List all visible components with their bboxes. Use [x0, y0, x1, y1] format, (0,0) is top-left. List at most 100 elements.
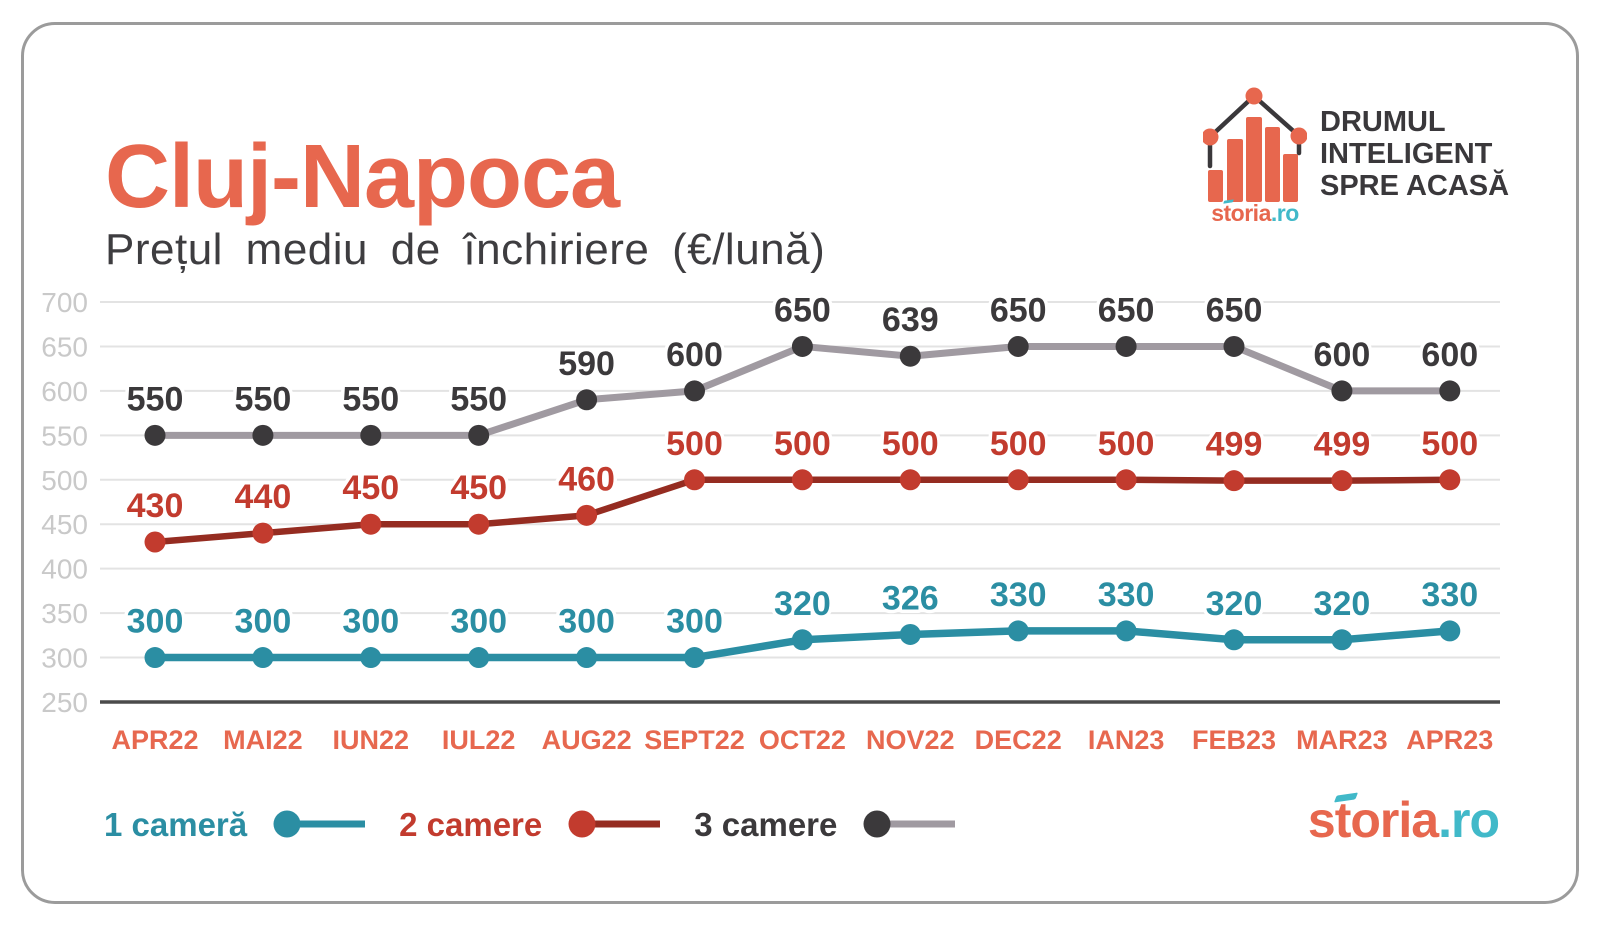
data-point	[1007, 335, 1029, 357]
data-point	[360, 424, 382, 446]
data-point	[791, 335, 813, 357]
y-axis-labels: 700 650 600 550 500 450 400 350 300 250	[41, 287, 88, 718]
data-label: 460	[558, 460, 615, 498]
y-tick-label: 550	[41, 420, 88, 451]
x-tick-label: APR23	[1406, 725, 1493, 755]
data-label: 550	[127, 380, 184, 418]
data-label: 639	[882, 301, 939, 339]
data-label: 330	[1098, 576, 1155, 614]
y-tick-label: 650	[41, 331, 88, 362]
data-point	[468, 513, 490, 535]
x-tick-label: DEC22	[975, 725, 1062, 755]
data-label: 600	[1421, 336, 1478, 374]
data-point	[899, 345, 921, 367]
x-tick-label: OCT22	[759, 725, 846, 755]
brand-tagline: DRUMUL INTELIGENT SPRE ACASĂ	[1320, 106, 1509, 202]
data-point	[360, 647, 382, 669]
tagline-line: SPRE ACASĂ	[1320, 170, 1510, 202]
tagline-line: DRUMUL	[1320, 106, 1446, 138]
data-point	[252, 647, 274, 669]
data-label: 500	[1421, 425, 1478, 463]
storia-house-bars-icon	[1203, 87, 1307, 202]
x-tick-label: MAI22	[223, 725, 303, 755]
data-point	[684, 469, 705, 491]
page-subtitle: Prețul mediu de închiriere (€/lună)	[105, 225, 826, 274]
data-point	[360, 513, 382, 535]
data-point	[1439, 620, 1461, 642]
data-label: 600	[1314, 336, 1371, 374]
data-point	[1115, 335, 1137, 357]
storia-footer-main-text: storia	[1307, 792, 1439, 848]
data-label: 500	[774, 425, 831, 463]
data-label: 500	[882, 425, 939, 463]
y-tick-label: 400	[41, 554, 88, 585]
legend-label: 3 camere	[694, 805, 838, 843]
data-label: 320	[1206, 585, 1263, 623]
storia-logo-main-text: storia	[1211, 200, 1271, 226]
data-label: 320	[774, 585, 831, 623]
storia-logo-tld-text: .ro	[1270, 200, 1299, 226]
x-tick-label: AUG22	[542, 725, 632, 755]
legend-item-2-camere: 2 camere	[399, 808, 662, 841]
data-point	[144, 647, 166, 669]
data-point	[1223, 470, 1245, 492]
data-point	[1331, 470, 1353, 492]
data-point	[468, 647, 490, 669]
data-point	[576, 389, 598, 411]
data-point	[1439, 469, 1461, 491]
data-label: 300	[235, 603, 292, 641]
series-1-cameră: 300 300 300 300 300 300 320 326 330 330 320 320 330	[123, 572, 1482, 669]
data-point	[684, 380, 705, 402]
y-tick-label: 250	[41, 687, 88, 718]
y-tick-label: 700	[41, 287, 88, 318]
data-label: 650	[990, 291, 1047, 329]
data-label: 499	[1314, 426, 1371, 464]
chart-legend: 1 cameră 2 camere 3 camere	[104, 800, 957, 848]
storia-logo-small: storia.ro	[1193, 198, 1317, 227]
y-tick-label: 500	[41, 465, 88, 496]
data-point	[1007, 469, 1029, 491]
data-point	[791, 469, 813, 491]
data-label: 550	[342, 380, 399, 418]
data-point	[1007, 620, 1029, 642]
y-tick-label: 450	[41, 509, 88, 540]
data-label: 430	[127, 487, 184, 525]
data-label: 300	[342, 603, 399, 641]
legend-item-1-cameră: 1 cameră	[104, 808, 367, 841]
data-label: 650	[1206, 291, 1263, 329]
data-point	[1223, 335, 1245, 357]
legend-marker-icon	[568, 810, 661, 838]
x-tick-label: NOV22	[866, 725, 955, 755]
data-point	[1331, 380, 1353, 402]
legend-marker-icon	[273, 810, 366, 838]
data-point	[144, 424, 166, 446]
legend-label: 2 camere	[399, 805, 543, 843]
data-label: 440	[235, 478, 292, 516]
x-tick-label: IUN22	[333, 725, 410, 755]
x-tick-label: FEB23	[1192, 725, 1276, 755]
page-title: Cluj-Napoca	[105, 127, 620, 228]
data-label: 450	[342, 469, 399, 507]
data-label: 550	[450, 380, 507, 418]
data-point	[468, 424, 490, 446]
data-point	[899, 623, 921, 645]
data-label: 330	[990, 576, 1047, 614]
data-label: 590	[558, 345, 615, 383]
data-label: 500	[1098, 425, 1155, 463]
y-tick-label: 600	[41, 376, 88, 407]
data-label: 500	[990, 425, 1047, 463]
storia-footer-tld-text: .ro	[1438, 792, 1500, 848]
tagline-line: INTELIGENT	[1320, 138, 1493, 170]
x-tick-label: APR22	[111, 725, 198, 755]
x-axis-labels: APR22 MAI22 IUN22 IUL22 AUG22 SEPT22 OCT22 NOV2…	[111, 725, 1493, 755]
data-label: 300	[450, 603, 507, 641]
data-point	[144, 531, 166, 553]
data-point	[576, 504, 598, 526]
x-tick-label: SEPT22	[644, 725, 745, 755]
data-point	[684, 647, 705, 669]
data-label: 600	[666, 336, 723, 374]
data-label: 330	[1421, 576, 1478, 614]
data-label: 499	[1206, 426, 1263, 464]
data-point	[1115, 620, 1137, 642]
